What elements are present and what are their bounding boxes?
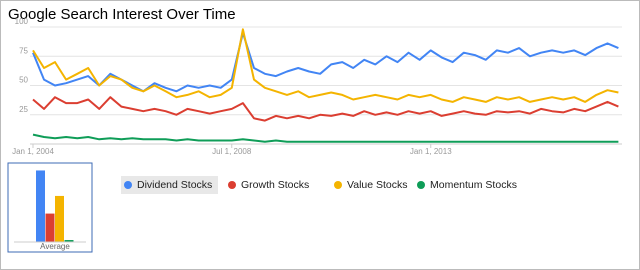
x-tick-label: Average	[40, 242, 70, 251]
legend-marker	[334, 181, 342, 189]
bar	[64, 240, 74, 242]
bar	[55, 195, 64, 242]
y-tick-label: 100	[15, 17, 29, 26]
x-tick-label: Jan 1, 2013	[410, 147, 452, 156]
series-line	[32, 28, 619, 103]
y-tick-label: 50	[19, 76, 28, 85]
legend-label: Value Stocks	[347, 179, 408, 191]
x-tick-label: Jul 1, 2008	[212, 147, 252, 156]
y-tick-label: 25	[19, 105, 28, 114]
bar	[45, 213, 55, 242]
legend-label: Momentum Stocks	[430, 179, 517, 191]
series-line	[32, 96, 619, 122]
series-line	[32, 133, 619, 143]
legend-marker	[417, 181, 425, 189]
series-line	[32, 31, 619, 93]
legend-marker	[228, 181, 236, 189]
bar	[36, 170, 45, 242]
y-tick-label: 75	[19, 46, 28, 55]
x-tick-label: Jan 1, 2004	[12, 147, 54, 156]
chart-title: Google Search Interest Over Time	[8, 6, 236, 23]
legend-label: Growth Stocks	[241, 179, 309, 191]
legend-marker	[124, 181, 132, 189]
legend-label: Dividend Stocks	[137, 179, 212, 191]
legend-highlight	[121, 176, 218, 194]
